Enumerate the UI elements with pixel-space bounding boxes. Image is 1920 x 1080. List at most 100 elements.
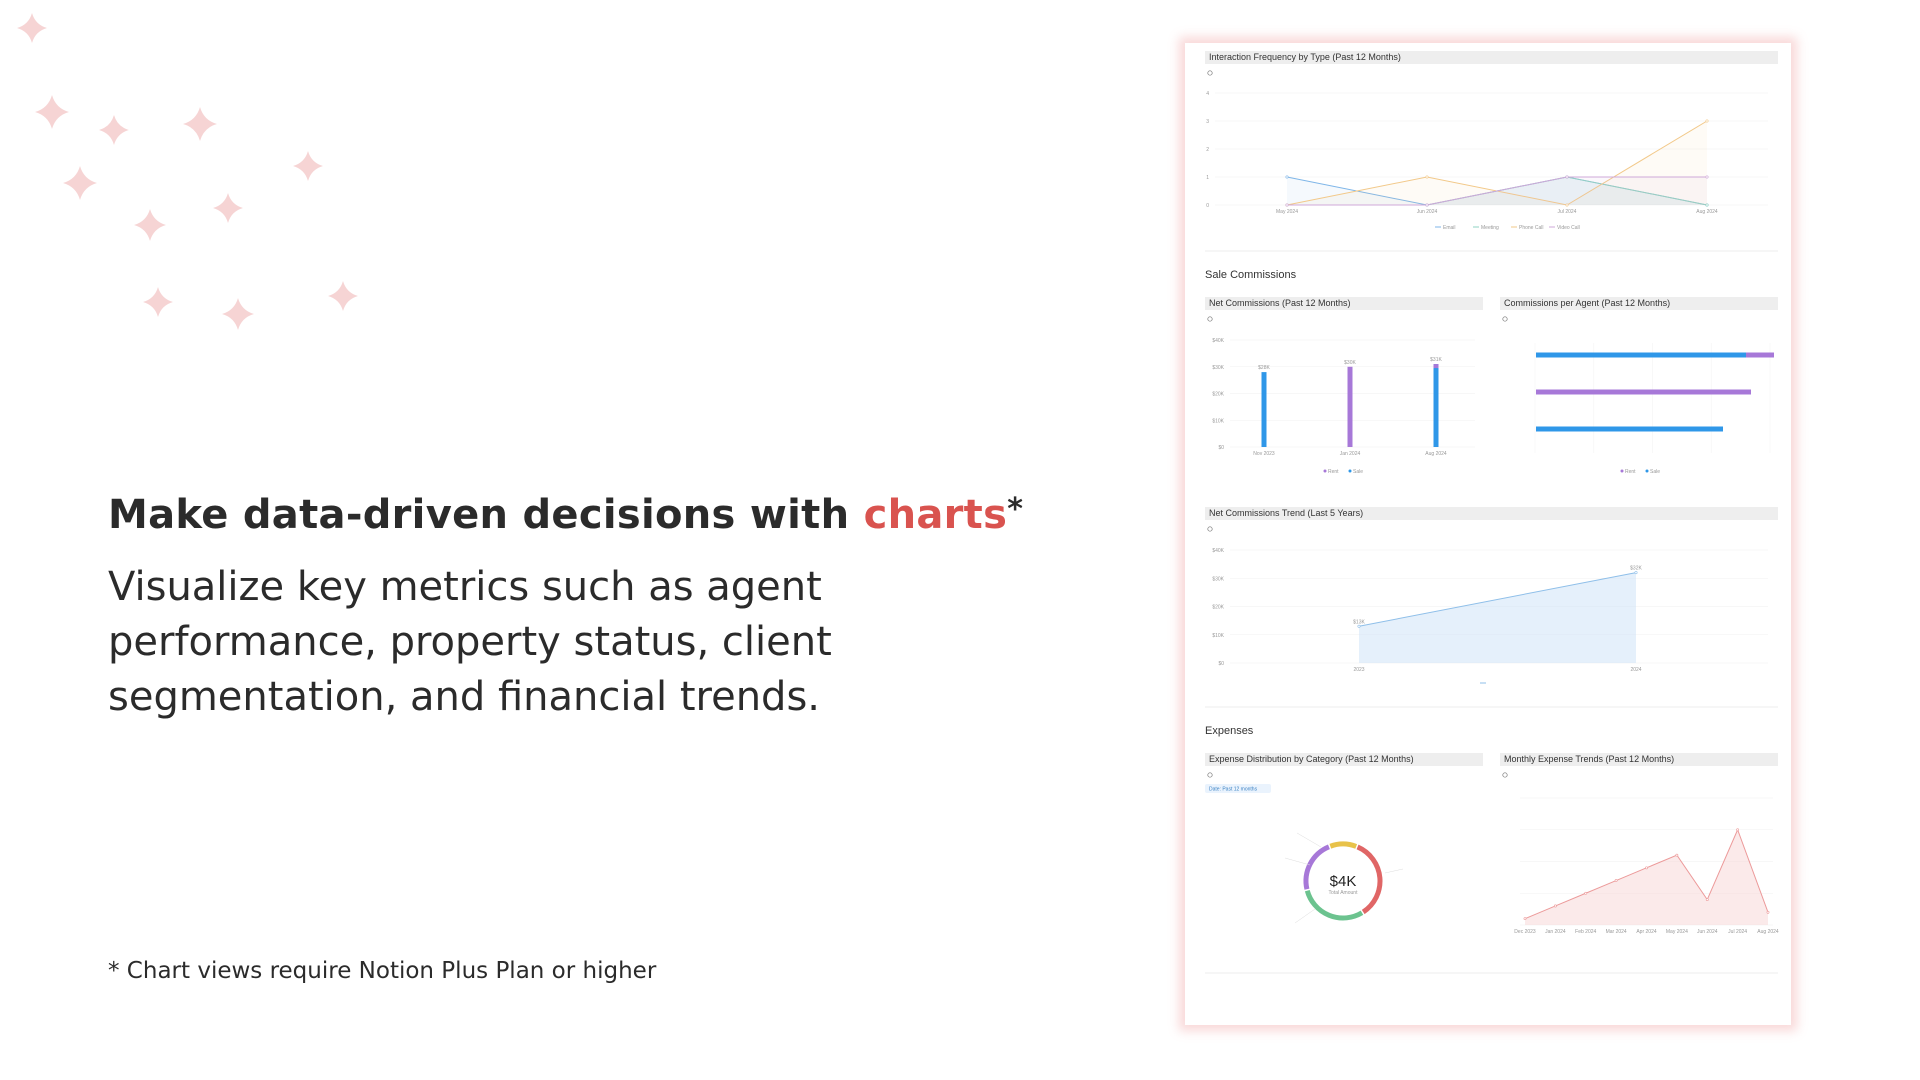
x-tick-label: Jul 2024 — [1558, 209, 1577, 215]
data-point — [1705, 203, 1709, 207]
leader-line — [1296, 832, 1322, 848]
data-point — [1565, 203, 1569, 207]
data-point — [1425, 203, 1429, 207]
legend-label: Rent — [1328, 469, 1339, 475]
chart-view-icon — [1207, 316, 1213, 322]
x-tick-label: May 2024 — [1276, 209, 1298, 215]
interaction-chart-title: Interaction Frequency by Type (Past 12 M… — [1205, 51, 1778, 64]
sparkle-decoration — [17, 13, 358, 330]
bar — [1261, 372, 1267, 447]
pie-slice — [1356, 844, 1383, 915]
data-point — [1634, 571, 1638, 575]
data-point — [1357, 624, 1361, 628]
data-point — [1614, 879, 1618, 882]
bar — [1433, 364, 1439, 447]
legend-swatch — [1323, 469, 1327, 473]
expenses-heading: Expenses — [1205, 725, 1254, 737]
x-tick-label: Jan 2024 — [1340, 451, 1361, 457]
y-tick-label: $20K — [1212, 392, 1224, 398]
y-tick-label: 3 — [1206, 119, 1209, 125]
chart-view-icon — [1207, 70, 1213, 76]
net-commissions-title: Net Commissions (Past 12 Months) — [1205, 297, 1483, 310]
chart-view-icon — [1502, 316, 1508, 322]
y-tick-label: 0 — [1206, 203, 1209, 209]
pie-slice — [1303, 844, 1330, 890]
commissions-per-agent-title: Commissions per Agent (Past 12 Months) — [1500, 297, 1778, 310]
bar — [1347, 366, 1353, 447]
legend-label: Meeting — [1481, 225, 1499, 231]
legend-label: Phone Call — [1519, 225, 1543, 231]
leader-line — [1284, 857, 1311, 866]
bar — [1536, 426, 1723, 432]
legend-label: Video Call — [1557, 225, 1580, 231]
data-point — [1565, 175, 1569, 179]
x-tick-label: Jan 2024 — [1545, 929, 1566, 935]
expense-area — [1525, 829, 1768, 925]
data-point — [1553, 904, 1557, 908]
trend-title: Net Commissions Trend (Last 5 Years) — [1205, 507, 1778, 520]
y-tick-label: $40K — [1212, 548, 1224, 554]
bar-segment — [1433, 364, 1439, 369]
x-tick-label: Aug 2024 — [1757, 929, 1779, 935]
legend-label: Sale — [1650, 469, 1660, 475]
y-tick-label: $10K — [1212, 633, 1224, 639]
chart-view-icon — [1502, 772, 1508, 778]
trend-area — [1359, 572, 1636, 663]
data-point — [1705, 175, 1709, 179]
x-tick-label: Jul 2024 — [1728, 929, 1747, 935]
x-tick-label: Feb 2024 — [1575, 929, 1596, 935]
x-tick-label: May 2024 — [1666, 929, 1688, 935]
monthly-expense-title: Monthly Expense Trends (Past 12 Months) — [1500, 753, 1778, 766]
sparkle-icon — [213, 193, 243, 223]
data-point — [1285, 175, 1289, 179]
y-tick-label: $0 — [1218, 661, 1224, 667]
x-tick-label: Apr 2024 — [1636, 929, 1657, 935]
sparkle-icon — [328, 281, 358, 311]
data-point — [1705, 898, 1709, 902]
trend-line — [1358, 572, 1637, 627]
x-tick-label: Nov 2023 — [1253, 451, 1275, 457]
sparkle-icon — [143, 287, 173, 317]
headline-text: Make data-driven decisions with — [108, 492, 864, 538]
x-tick-label: Jun 2024 — [1697, 929, 1718, 935]
legend-swatch — [1348, 469, 1352, 473]
data-point — [1285, 203, 1289, 207]
legend-swatch — [1645, 469, 1649, 473]
sparkle-icon — [99, 115, 129, 145]
x-tick-label: 2024 — [1630, 667, 1641, 673]
leader-line — [1384, 868, 1404, 874]
donut-center-caption: Total Amount — [1329, 890, 1359, 896]
pie-slice — [1329, 841, 1358, 849]
expense-distribution-title: Expense Distribution by Category (Past 1… — [1205, 753, 1483, 766]
x-tick-label: Jun 2024 — [1417, 209, 1438, 215]
bar-value-label: $31K — [1430, 357, 1442, 363]
sparkle-icon — [63, 166, 97, 200]
y-tick-label: $10K — [1212, 418, 1224, 424]
x-tick-label: Aug 2024 — [1696, 209, 1718, 215]
chart-view-icon — [1207, 772, 1213, 778]
pie-slice — [1304, 889, 1364, 921]
footnote: * Chart views require Notion Plus Plan o… — [108, 958, 657, 984]
bar-value-label: $28K — [1258, 365, 1270, 371]
sparkle-icon — [35, 95, 69, 129]
data-point — [1766, 910, 1770, 914]
date-filter-label: Date: Past 12 months — [1209, 787, 1258, 793]
point-value-label: $13K — [1353, 619, 1365, 625]
series-line — [1287, 176, 1707, 206]
data-point — [1705, 119, 1709, 123]
x-tick-label: 2023 — [1353, 667, 1364, 673]
sparkle-icon — [134, 209, 166, 241]
y-tick-label: $40K — [1212, 338, 1224, 344]
chart-view-icon — [1207, 526, 1213, 532]
donut-center-value: $4K — [1330, 873, 1357, 890]
sparkle-icon — [17, 13, 47, 43]
data-point — [1736, 828, 1740, 832]
legend-swatch — [1620, 469, 1624, 473]
sale-commissions-heading: Sale Commissions — [1205, 269, 1297, 281]
data-point — [1523, 917, 1527, 921]
legend-label: Sale — [1353, 469, 1363, 475]
dashboard-charts: 0 1 2 3 4 May 2024 Jun 2024 Jul 2024 Aug 2024 Ema… — [1205, 70, 1779, 974]
bar — [1536, 352, 1746, 358]
headline: Make data-driven decisions with charts* — [108, 492, 1023, 538]
data-point — [1675, 853, 1679, 857]
